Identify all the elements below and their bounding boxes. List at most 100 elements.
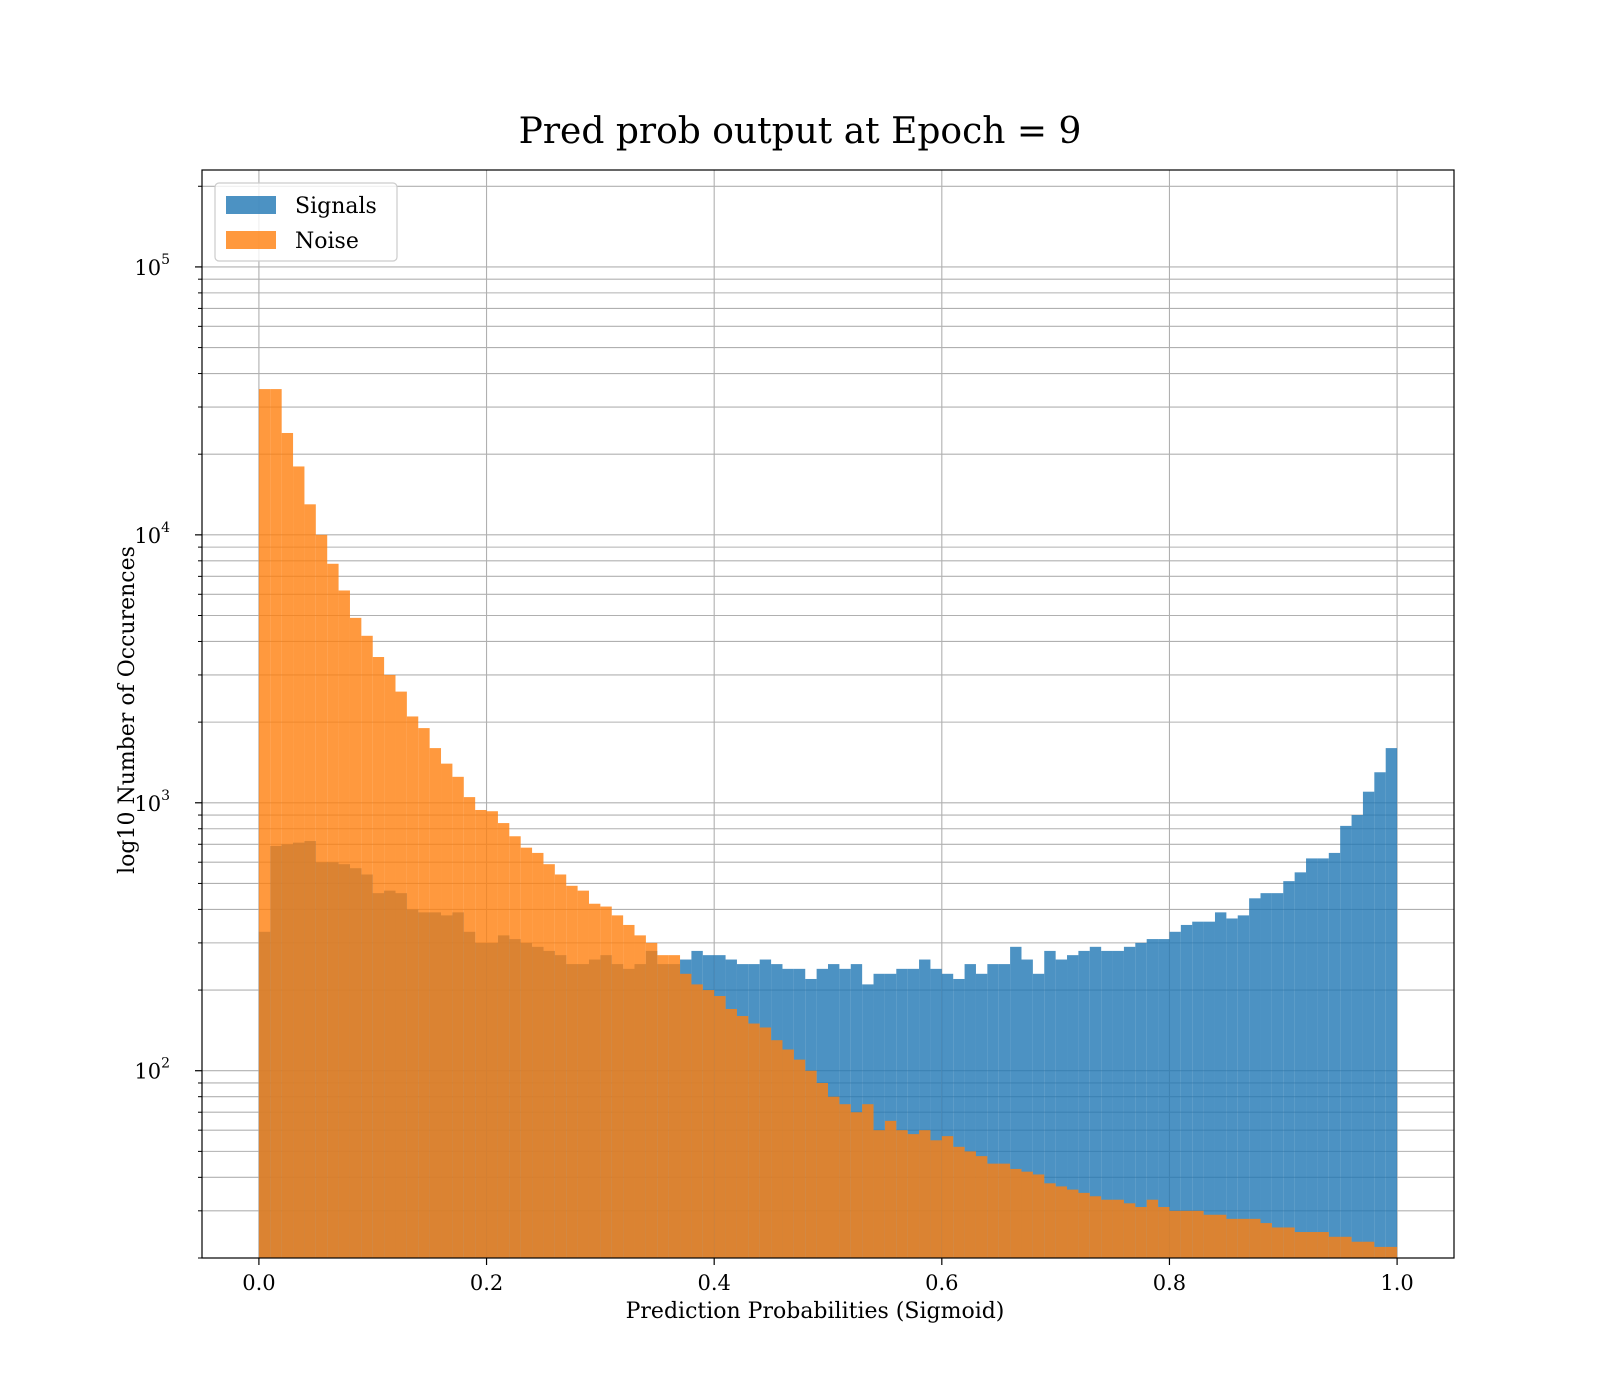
histogram-bar	[1078, 1192, 1090, 1258]
histogram-bar	[611, 915, 624, 1258]
x-tick-label: 0.8	[1153, 1271, 1186, 1295]
histogram-bar	[941, 1136, 954, 1258]
histogram-bar	[1237, 915, 1250, 1258]
histogram-bar	[1362, 791, 1375, 1258]
histogram-bar	[987, 964, 999, 1258]
histogram-bar	[839, 1104, 851, 1258]
histogram-bar	[543, 864, 555, 1258]
histogram-bar	[1135, 1207, 1147, 1258]
histogram-bar	[907, 1134, 920, 1258]
histogram-bar	[930, 1140, 942, 1258]
histogram-bar	[281, 432, 294, 1258]
histogram-bar	[1112, 1199, 1124, 1258]
histogram-bar	[953, 1146, 965, 1258]
histogram-bar	[1112, 950, 1124, 1258]
histogram-bar	[1192, 1210, 1204, 1258]
histogram-bar	[1306, 1232, 1318, 1258]
histogram-bar	[1032, 973, 1045, 1258]
histogram-bar	[998, 1163, 1011, 1258]
histogram-bar	[486, 811, 498, 1258]
histogram-bar	[850, 1112, 863, 1258]
histogram-bar	[645, 942, 658, 1258]
histogram-bar	[680, 973, 692, 1258]
histogram-bar	[1032, 1174, 1045, 1258]
histogram-bar	[1067, 955, 1079, 1258]
histogram-bar	[816, 1082, 828, 1258]
histogram-bar	[793, 1059, 806, 1258]
histogram-bar	[1237, 1218, 1250, 1258]
histogram-bar	[588, 903, 601, 1258]
histogram-bar	[418, 728, 430, 1258]
histogram-bar	[452, 776, 464, 1258]
histogram-bar	[930, 968, 942, 1258]
histogram-bar	[304, 504, 316, 1258]
histogram-bar	[1340, 1236, 1352, 1258]
histogram-bar	[1180, 924, 1193, 1258]
histogram-bar	[1351, 1241, 1363, 1258]
histogram-bar	[475, 809, 487, 1258]
histogram-bar	[554, 874, 567, 1258]
histogram-bar	[1271, 893, 1284, 1258]
histogram-bar	[1158, 939, 1170, 1258]
histogram-bar	[873, 1130, 885, 1258]
histogram-bar	[657, 955, 669, 1258]
histogram-bar	[1340, 825, 1352, 1258]
histogram-bar	[702, 990, 715, 1258]
histogram-bar	[372, 657, 385, 1258]
histogram-bar	[1283, 1227, 1295, 1258]
x-tick-label: 0.0	[242, 1271, 275, 1295]
histogram-bar	[1010, 1168, 1022, 1258]
legend: Signals Noise	[214, 182, 398, 262]
histogram-bar	[258, 389, 271, 1258]
y-axis-label: log10 Number of Occurences	[115, 546, 140, 874]
histogram-bar	[463, 797, 476, 1258]
histogram-bar	[270, 389, 282, 1258]
histogram-bar	[1055, 959, 1068, 1258]
histogram-bar	[1260, 893, 1272, 1258]
histogram-bar	[1021, 959, 1033, 1258]
histogram-bar	[1374, 1246, 1386, 1258]
histogram-bar	[1306, 858, 1318, 1258]
histogram-bar	[384, 674, 396, 1258]
histogram-bar	[623, 924, 635, 1258]
histogram-bar	[1374, 772, 1386, 1258]
legend-swatch-signals	[226, 196, 276, 214]
y-tick-label: 104	[134, 520, 170, 548]
histogram-bar	[1317, 1232, 1329, 1258]
histogram-bar	[1214, 1214, 1227, 1258]
histogram-bar	[1249, 1218, 1261, 1258]
legend-label-signals: Signals	[295, 194, 377, 219]
x-tick-label: 0.6	[925, 1271, 958, 1295]
histogram-bar	[1135, 942, 1147, 1258]
histogram-bar	[907, 968, 920, 1258]
histogram-bar	[782, 1049, 794, 1258]
histogram-bar	[1283, 881, 1295, 1258]
axis-ticks: 0.0 0.2 0.4 0.6 0.8 1.0 102 103 104 105	[134, 185, 1414, 1295]
histogram-bar	[884, 1120, 897, 1258]
histogram-bar	[1044, 1183, 1056, 1258]
histogram-bar	[850, 964, 863, 1258]
histogram-bar	[429, 748, 442, 1258]
y-tick-label: 102	[134, 1056, 170, 1084]
histogram-bar	[1089, 946, 1102, 1258]
histogram-bar	[873, 973, 885, 1258]
histogram-bar	[1067, 1189, 1079, 1258]
histogram-bar	[1078, 950, 1090, 1258]
histogram-bar	[987, 1163, 999, 1258]
histogram-bar	[406, 716, 419, 1258]
histogram-bar	[1169, 1210, 1181, 1258]
histogram-bar	[1123, 1203, 1136, 1258]
histogram-bar	[1317, 858, 1329, 1258]
x-axis-label: Prediction Probabilities (Sigmoid)	[626, 1299, 1005, 1324]
histogram-bar	[1180, 1210, 1193, 1258]
histogram-bar	[1203, 1214, 1215, 1258]
histogram-bar	[361, 635, 373, 1258]
legend-label-noise: Noise	[295, 229, 359, 254]
histogram-bar	[828, 1096, 840, 1258]
histogram-bar	[1089, 1196, 1102, 1258]
series-noise-bars	[258, 389, 1398, 1258]
histogram-bar	[600, 906, 612, 1258]
bars-layer	[258, 389, 1398, 1258]
